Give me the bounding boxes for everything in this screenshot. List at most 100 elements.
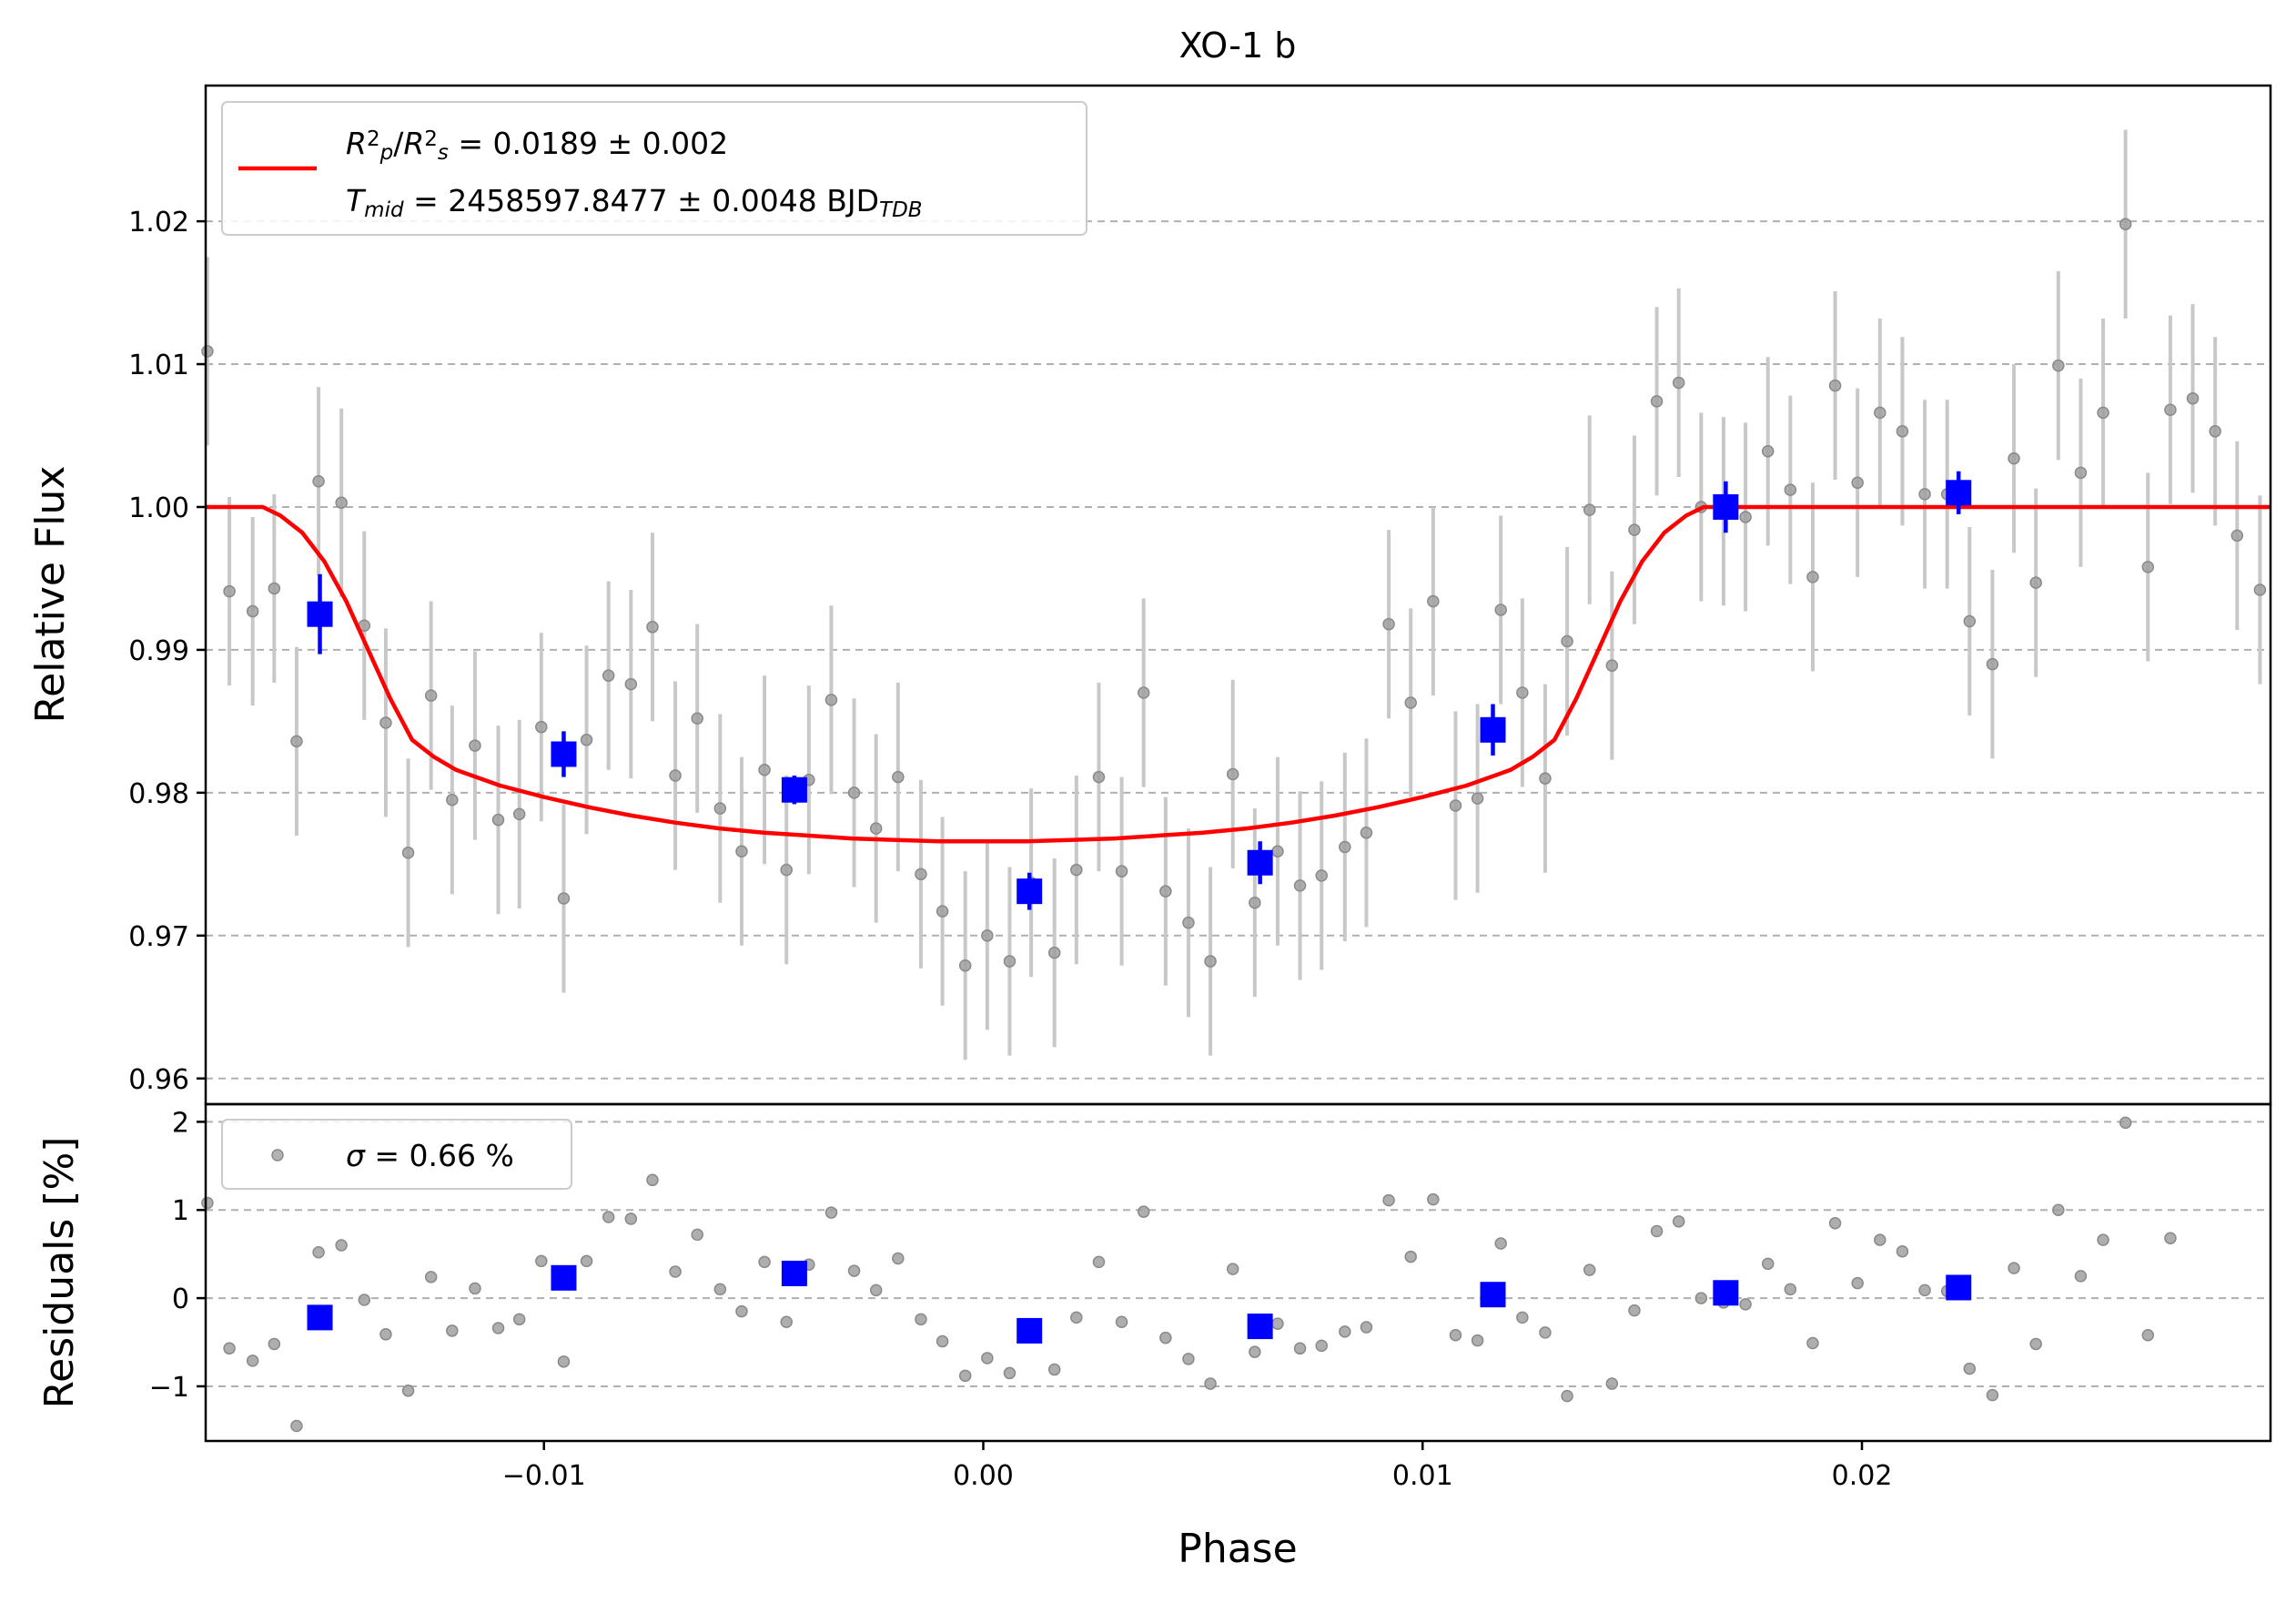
raw-point: [869, 822, 883, 835]
raw-point: [1918, 488, 1931, 501]
legend-entry-tmid: Tmid = 2458597.8477 ± 0.0048 BJDTDB: [346, 183, 923, 222]
top-y-tick-label: 0.97: [128, 921, 189, 953]
top-raw-points: [201, 218, 2267, 972]
residual-point: [869, 1283, 883, 1297]
residual-point: [401, 1385, 415, 1397]
x-tick-label: 0.01: [1392, 1460, 1453, 1492]
raw-point: [246, 604, 259, 618]
bottom-y-ticks: −1 0 1 2: [149, 1107, 206, 1404]
x-axis-label: Phase: [1178, 1526, 1297, 1572]
raw-point: [735, 845, 748, 857]
top-y-tick-label: 1.02: [128, 207, 189, 238]
residual-point: [1449, 1329, 1462, 1342]
binned-residual-point: [1713, 1280, 1739, 1306]
residual-point: [358, 1294, 371, 1306]
raw-point: [1339, 840, 1351, 854]
raw-point: [1404, 696, 1417, 709]
residual-point: [1874, 1233, 1886, 1246]
top-y-tick-label: 0.99: [128, 635, 189, 667]
raw-point: [223, 584, 236, 598]
raw-point: [2008, 451, 2020, 465]
residual-point: [246, 1354, 259, 1367]
residual-point: [1739, 1298, 1752, 1311]
bottom-axes-frame: [204, 1102, 2272, 1443]
residual-point: [1382, 1193, 1395, 1207]
residual-point: [981, 1352, 994, 1365]
raw-point: [1583, 503, 1596, 516]
residual-point: [1918, 1283, 1931, 1297]
raw-point: [2186, 391, 2200, 405]
residual-point: [268, 1337, 281, 1351]
top-y-tick-label: 0.98: [128, 778, 189, 810]
raw-point: [2119, 218, 2132, 230]
raw-point: [1315, 869, 1328, 882]
top-raw-errorbars: [205, 129, 2262, 1060]
raw-point: [624, 677, 638, 691]
raw-point: [512, 807, 526, 821]
residual-point: [1761, 1257, 1775, 1271]
raw-point: [1449, 799, 1462, 812]
raw-point: [446, 793, 459, 807]
residual-point: [1986, 1388, 1999, 1402]
residual-point: [1360, 1321, 1373, 1334]
residual-point: [312, 1245, 325, 1259]
raw-point: [1047, 946, 1061, 959]
raw-point: [2141, 561, 2155, 573]
binned-residual-point: [1480, 1282, 1506, 1308]
raw-point: [1628, 523, 1641, 536]
raw-point: [713, 802, 727, 815]
raw-point: [424, 689, 438, 702]
residual-point: [1516, 1311, 1529, 1324]
raw-point: [1986, 657, 1999, 671]
chart-title: XO-1 b: [1179, 25, 1297, 66]
residual-point: [512, 1313, 526, 1326]
residual-point: [1092, 1255, 1106, 1269]
bottom-y-tick-label: 0: [172, 1283, 189, 1315]
residual-point: [713, 1283, 727, 1296]
residual-point: [2164, 1232, 2177, 1244]
raw-point: [268, 582, 281, 595]
raw-point: [1806, 571, 1819, 583]
residual-point: [1851, 1276, 1864, 1290]
raw-point: [1137, 686, 1150, 699]
raw-point: [847, 786, 861, 799]
residual-point: [379, 1328, 392, 1341]
raw-point: [1382, 617, 1395, 631]
raw-point: [2164, 403, 2177, 417]
residual-point: [1315, 1339, 1328, 1353]
residual-point: [290, 1419, 303, 1433]
raw-point: [1851, 476, 1864, 490]
raw-point: [401, 847, 415, 859]
bottom-panel: −1 0 1 2 Residuals [%] σ = 0.66 %: [36, 1102, 2272, 1443]
residual-point: [2052, 1203, 2065, 1216]
bottom-binned-residual-points: [307, 1260, 1972, 1344]
raw-point: [1271, 845, 1284, 857]
raw-point: [1739, 511, 1752, 523]
raw-point: [1293, 879, 1307, 892]
residual-point: [446, 1324, 459, 1337]
residual-point: [1963, 1362, 1977, 1375]
raw-point: [2074, 466, 2088, 480]
raw-point: [1249, 896, 1261, 909]
bottom-y-tick-label: 1: [172, 1195, 189, 1227]
residual-point: [1137, 1205, 1150, 1218]
binned-point: [1017, 878, 1043, 905]
raw-point: [1896, 425, 1909, 438]
top-y-tick-label: 1.00: [128, 492, 189, 524]
raw-point: [557, 892, 571, 905]
x-ticks: −0.01 0.00 0.01 0.02: [502, 1441, 1892, 1492]
raw-point: [1115, 865, 1128, 878]
residual-point: [1672, 1215, 1685, 1228]
raw-point: [824, 694, 838, 706]
binned-residual-point: [781, 1260, 807, 1286]
residual-point: [1650, 1224, 1664, 1238]
raw-point: [2209, 425, 2221, 438]
top-axes-frame: [204, 84, 2272, 1106]
bottom-legend-marker-swatch: [271, 1149, 284, 1162]
residual-point: [1293, 1342, 1307, 1355]
residual-point: [1828, 1217, 1842, 1230]
residual-point: [824, 1206, 838, 1219]
residual-point: [1339, 1325, 1351, 1338]
raw-point: [1561, 634, 1573, 648]
residual-point: [1182, 1353, 1195, 1365]
